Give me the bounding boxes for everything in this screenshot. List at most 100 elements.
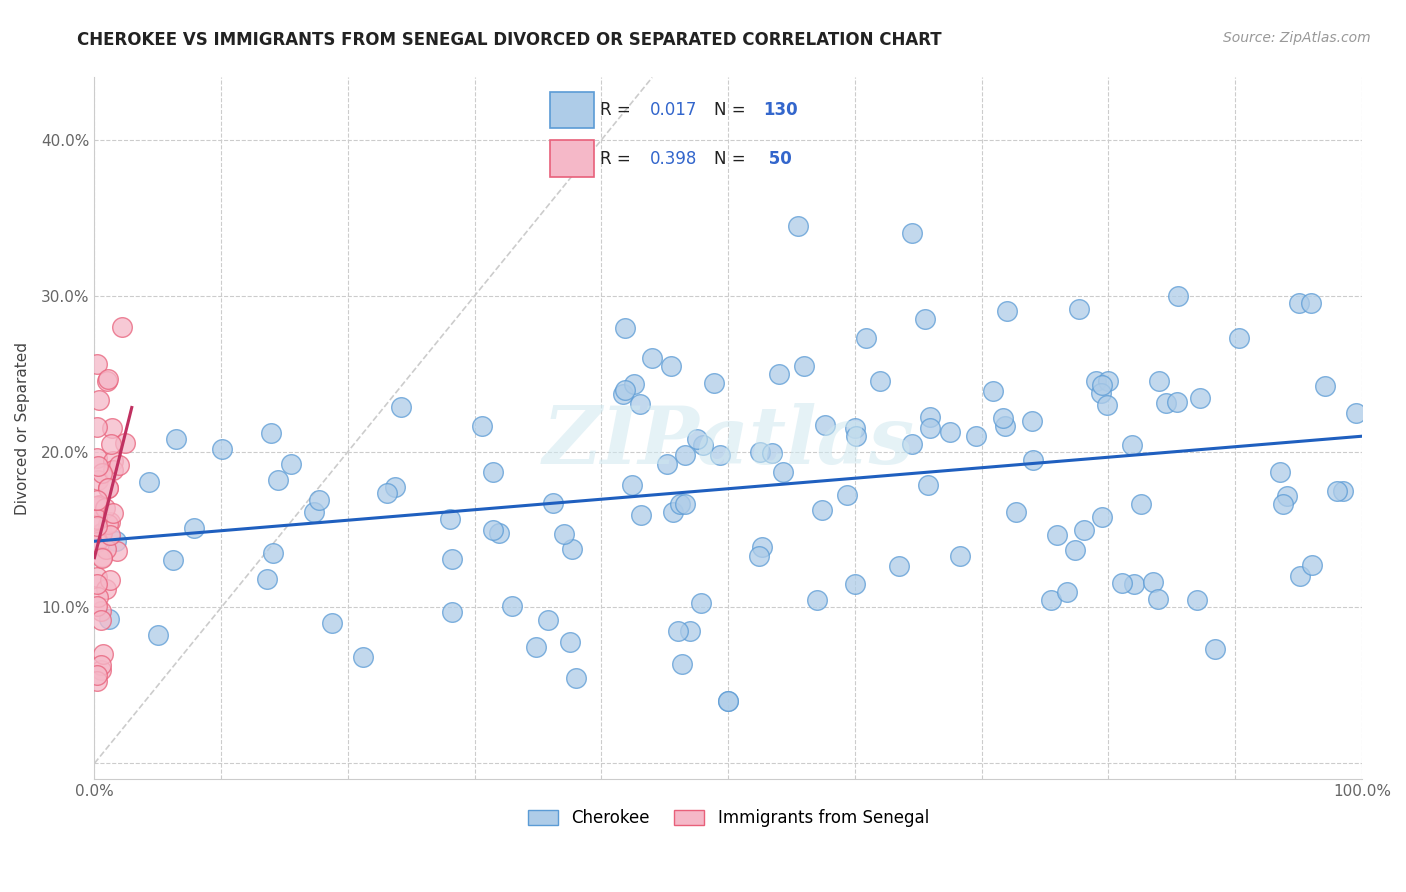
Point [260,425,283,440]
Point [1313,379,1336,393]
Point [87,458,110,473]
Point [87,473,110,487]
Point [114,435,136,450]
Point [1142,574,1164,589]
Point [89,498,111,512]
Point [90,526,112,541]
Point [481,523,503,537]
Point [787,219,810,233]
Point [1272,497,1295,511]
Point [717,694,740,708]
Point [686,433,709,447]
Point [918,409,941,424]
Point [86,501,108,516]
Point [1166,394,1188,409]
Point [692,438,714,452]
Point [86,599,108,613]
Point [308,493,330,508]
Point [441,606,464,620]
Point [994,419,1017,434]
Point [1046,528,1069,542]
Point [814,418,837,433]
Point [793,359,815,373]
Point [1167,288,1189,302]
Point [835,488,858,502]
Point [844,421,866,435]
Point [811,503,834,517]
Point [1084,375,1107,389]
Point [165,433,187,447]
Point [981,384,1004,398]
Point [749,445,772,459]
Point [614,384,637,398]
Point [90,551,112,566]
Point [1331,483,1354,498]
Point [384,480,406,494]
Point [1122,577,1144,591]
Point [869,375,891,389]
Point [86,419,108,434]
Point [97,481,120,495]
Point [991,411,1014,425]
Point [90,604,112,618]
Point [375,486,398,500]
Point [86,450,108,465]
Point [917,478,939,492]
Point [1005,505,1028,519]
Point [949,549,972,563]
Point [1288,296,1310,310]
Point [1289,569,1312,583]
Point [86,533,108,547]
Point [768,367,790,381]
Point [524,640,547,655]
Point [91,466,114,480]
Point [256,572,278,586]
Point [1091,378,1114,392]
Point [673,497,696,511]
Point [669,497,692,511]
Point [101,463,124,477]
Point [1130,497,1153,511]
Point [717,694,740,708]
Point [690,596,713,610]
Point [97,372,120,386]
Point [93,647,115,661]
Point [321,615,343,630]
Point [995,304,1018,318]
Point [86,492,108,507]
Point [101,421,124,435]
Point [100,437,122,451]
Point [86,357,108,371]
Point [105,544,128,558]
Point [183,521,205,535]
Y-axis label: Divorced or Separated: Divorced or Separated [15,342,30,515]
Point [471,419,494,434]
Point [440,552,463,566]
Point [844,577,866,591]
Point [91,549,114,564]
Point [1090,385,1112,400]
Point [1147,375,1170,389]
Point [628,397,651,411]
Point [1073,523,1095,537]
Point [97,612,120,626]
Point [772,465,794,479]
Point [90,613,112,627]
Point [86,674,108,689]
Point [965,429,987,443]
Point [889,559,911,574]
Point [86,668,108,682]
Point [565,671,588,685]
Point [162,553,184,567]
Point [1021,414,1043,428]
Point [100,528,122,542]
Point [537,613,560,627]
Point [87,590,110,604]
Point [90,658,112,673]
Point [709,449,731,463]
Point [671,657,693,671]
Point [262,546,284,560]
Point [105,534,128,549]
Point [146,627,169,641]
Point [100,515,122,529]
